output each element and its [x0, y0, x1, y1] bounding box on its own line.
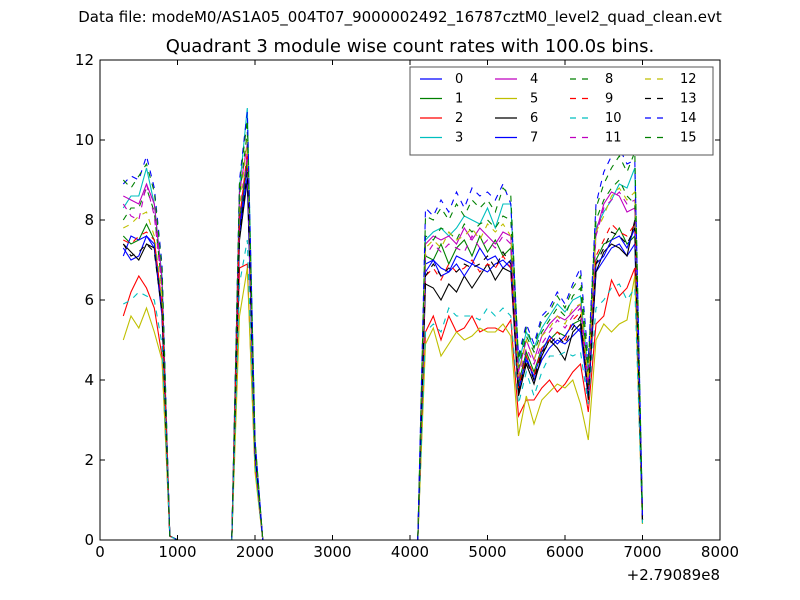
y-tick-label: 0: [84, 531, 94, 549]
legend-label-0: 0: [455, 72, 463, 87]
legend-label-4: 4: [530, 72, 538, 87]
y-tick-label: 2: [84, 451, 94, 469]
axis-ticks: 0 1000 2000 3000 4000 5000 6000 7000 80000246810…: [75, 51, 739, 561]
y-tick-label: 8: [84, 211, 94, 229]
series-line-9: [123, 151, 644, 541]
x-tick-label: 6000: [546, 543, 584, 561]
data-file-supertitle: Data file: modeM0/AS1A05_004T07_90000024…: [78, 8, 722, 26]
series-line-1: [122, 159, 644, 541]
series-line-14: [122, 111, 644, 541]
series-line-5: [122, 267, 644, 541]
series-line-15: [122, 119, 644, 541]
series-line-6: [122, 179, 644, 541]
y-tick-label: 10: [75, 131, 94, 149]
x-tick-label: 3000: [313, 543, 351, 561]
x-tick-label: 5000: [468, 543, 506, 561]
series-line-10: [123, 239, 644, 541]
chart-title: Quadrant 3 module wise count rates with …: [165, 36, 655, 57]
x-offset-label: +2.79089e8: [627, 566, 720, 584]
x-tick-label: 8000: [701, 543, 739, 561]
x-tick-label: 7000: [623, 543, 661, 561]
legend-label-7: 7: [530, 131, 538, 146]
legend-label-12: 12: [680, 72, 697, 87]
legend-label-15: 15: [680, 131, 697, 146]
legend-label-3: 3: [455, 131, 463, 146]
legend-label-5: 5: [530, 92, 538, 107]
legend-label-14: 14: [680, 111, 697, 126]
y-tick-label: 4: [84, 371, 94, 389]
y-tick-label: 6: [84, 291, 94, 309]
x-tick-label: 4000: [391, 543, 429, 561]
legend-label-9: 9: [605, 92, 613, 107]
series-line-2: [122, 263, 644, 541]
legend-label-6: 6: [530, 111, 538, 126]
x-tick-label: 1000: [158, 543, 196, 561]
x-tick-label: 2000: [236, 543, 274, 561]
legend-label-1: 1: [455, 92, 463, 107]
legend-box: [409, 66, 714, 156]
x-tick-label: 0: [95, 543, 105, 561]
legend-label-11: 11: [605, 131, 622, 146]
legend-label-2: 2: [455, 111, 463, 126]
series-line-4: [123, 143, 644, 541]
legend-label-8: 8: [605, 72, 613, 87]
series-line-11: [122, 155, 644, 541]
legend-label-10: 10: [605, 111, 622, 126]
legend-label-13: 13: [680, 92, 697, 107]
series-line-7: [122, 175, 644, 541]
series-line-13: [122, 171, 644, 541]
series-lines: [122, 107, 644, 541]
y-tick-label: 12: [75, 51, 94, 69]
